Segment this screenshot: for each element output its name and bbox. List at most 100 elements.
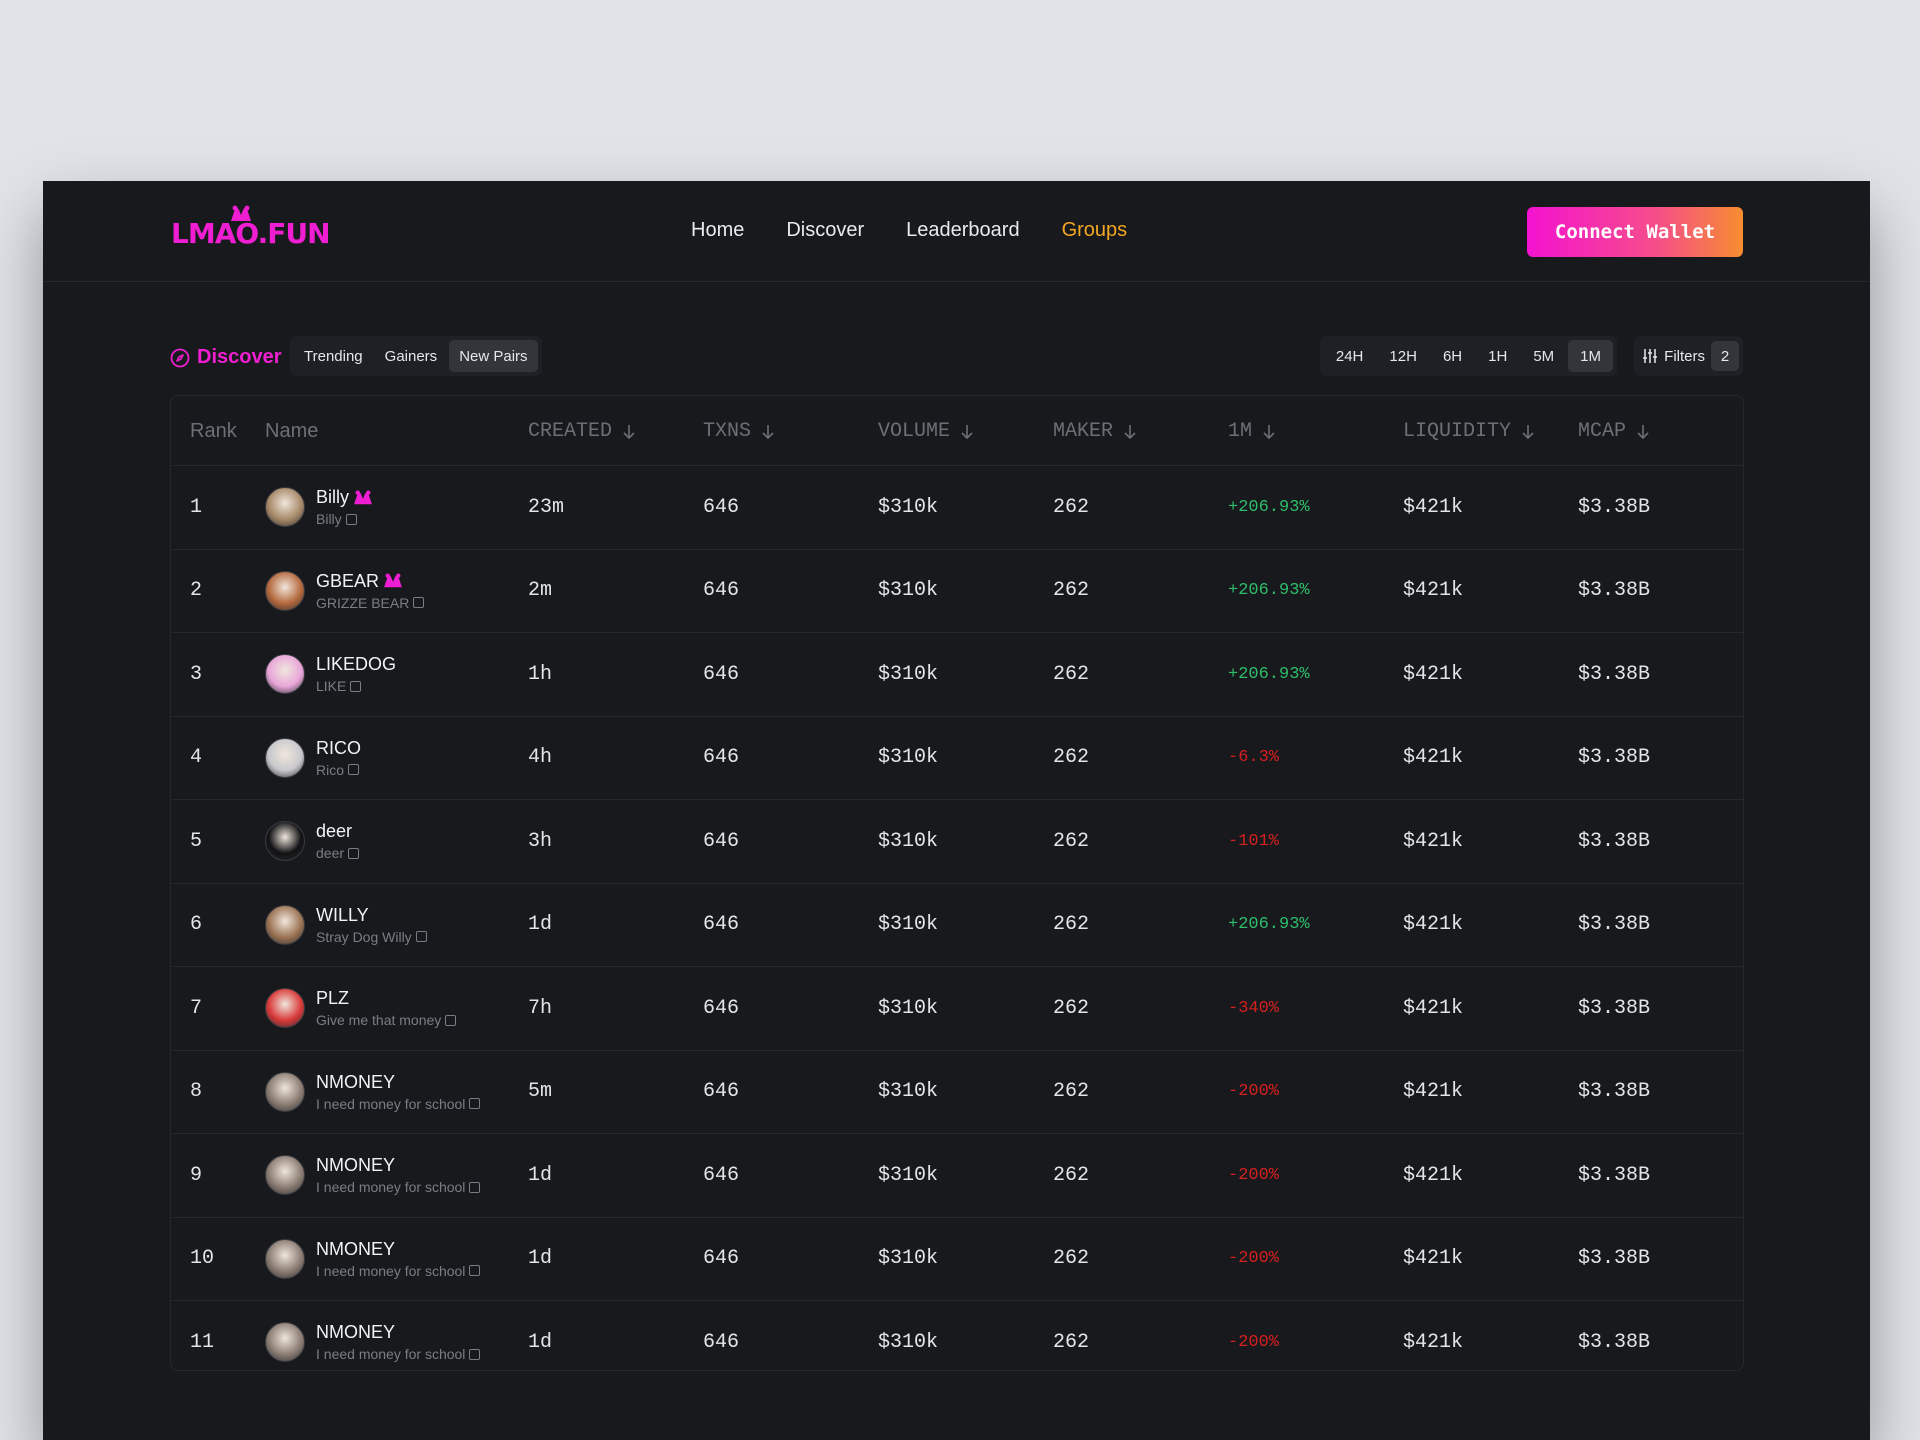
timeframe-12h[interactable]: 12H: [1389, 347, 1417, 365]
copy-icon[interactable]: [413, 597, 425, 609]
token-fullname: deer: [316, 845, 360, 861]
txns-cell: 646: [703, 913, 740, 937]
maker-cell: 262: [1053, 662, 1090, 686]
liquidity-cell: $421k: [1403, 1080, 1464, 1104]
table-row[interactable]: 7 PLZ Give me that money 7h 646 $310k 262 -340%…: [171, 967, 1743, 1051]
column-header-maker[interactable]: MAKER: [1053, 420, 1137, 443]
filters-button[interactable]: Filters 2: [1634, 336, 1743, 376]
rank-cell: 8: [190, 1080, 203, 1104]
column-header-1m[interactable]: 1M: [1228, 420, 1276, 443]
table-row[interactable]: 10 NMONEY I need money for school 1d 646 $310…: [171, 1218, 1743, 1301]
token-name-cell[interactable]: PLZ Give me that money: [265, 967, 457, 1050]
column-header-txns[interactable]: TXNS: [703, 420, 775, 443]
sort-arrow-icon: [762, 424, 774, 439]
nav-discover[interactable]: Discover: [786, 219, 865, 241]
timeframe-5m[interactable]: 5M: [1533, 347, 1555, 365]
copy-icon[interactable]: [469, 1265, 481, 1277]
token-avatar: [265, 904, 305, 945]
table-row[interactable]: 6 WILLY Stray Dog Willy 1d 646 $310k 262 +206.9…: [171, 884, 1743, 967]
token-symbol: LIKEDOG: [316, 654, 396, 675]
token-name-cell[interactable]: GBEAR GRIZZE BEAR: [265, 550, 425, 633]
copy-icon[interactable]: [445, 1014, 457, 1026]
copy-icon[interactable]: [469, 1181, 481, 1193]
token-names: Billy Billy: [316, 487, 374, 527]
copy-icon[interactable]: [469, 1098, 481, 1110]
token-names: NMONEY I need money for school: [316, 1239, 481, 1279]
copy-icon[interactable]: [415, 931, 427, 943]
txns-cell: 646: [703, 1247, 740, 1271]
copy-icon[interactable]: [345, 513, 357, 525]
timeframe-24h[interactable]: 24H: [1335, 347, 1364, 365]
copy-icon[interactable]: [348, 847, 360, 859]
token-symbol-text: PLZ: [316, 988, 350, 1009]
copy-icon[interactable]: [469, 1348, 481, 1360]
table-row[interactable]: 8 NMONEY I need money for school 5m 646 $310k…: [171, 1051, 1743, 1134]
volume-cell: $310k: [878, 913, 939, 937]
column-header-liquidity[interactable]: LIQUIDITY: [1403, 420, 1535, 443]
token-fullname-text: Billy: [316, 511, 342, 528]
token-name-cell[interactable]: deer deer: [265, 800, 360, 883]
table-row[interactable]: 4 RICO Rico 4h 646 $310k 262 -6.3% $421k $3.38B: [171, 717, 1743, 800]
tab-new-pairs[interactable]: New Pairs: [449, 340, 538, 372]
token-name-cell[interactable]: NMONEY I need money for school: [265, 1134, 481, 1217]
created-cell: 3h: [528, 829, 553, 853]
table-row[interactable]: 11 NMONEY I need money for school 1d 646 $310…: [171, 1301, 1743, 1370]
mcap-cell: $3.38B: [1578, 996, 1651, 1020]
change-cell: -6.3%: [1228, 748, 1280, 768]
nav-home[interactable]: Home: [691, 219, 745, 241]
logo-text: LMAO.FUN: [171, 217, 330, 250]
created-cell: 7h: [528, 996, 553, 1020]
change-cell: +206.93%: [1228, 664, 1310, 684]
table-row[interactable]: 1 Billy Billy 23m 646 $310k 262 +206.93% $421k $3…: [171, 466, 1743, 550]
table-row[interactable]: 2 GBEAR GRIZZE BEAR 2m 646 $310k 262 +206.93% $4…: [171, 550, 1743, 633]
token-fullname: I need money for school: [316, 1346, 481, 1362]
token-names: GBEAR GRIZZE BEAR: [316, 571, 425, 611]
token-symbol-text: LIKEDOG: [316, 654, 397, 675]
token-avatar: [265, 1322, 305, 1363]
token-name-cell[interactable]: WILLY Stray Dog Willy: [265, 884, 427, 967]
jester-hat-icon: [231, 205, 251, 221]
token-symbol: GBEAR: [316, 571, 424, 592]
discover-heading: Discover: [170, 346, 282, 369]
timeframe-1h[interactable]: 1H: [1488, 347, 1508, 365]
connect-wallet-button[interactable]: Connect Wallet: [1527, 207, 1743, 257]
nav-groups[interactable]: Groups: [1061, 219, 1128, 241]
column-header-created[interactable]: CREATED: [528, 420, 636, 443]
timeframe-1m[interactable]: 1M: [1568, 340, 1613, 372]
sliders-icon: [1643, 349, 1658, 363]
token-name-cell[interactable]: Billy Billy: [265, 466, 374, 549]
change-cell: +206.93%: [1228, 581, 1310, 601]
column-header-volume[interactable]: VOLUME: [878, 420, 974, 443]
token-avatar: [265, 821, 305, 862]
tab-gainers[interactable]: Gainers: [384, 347, 438, 365]
txns-cell: 646: [703, 662, 740, 686]
column-header-label: VOLUME: [878, 420, 951, 443]
liquidity-cell: $421k: [1403, 495, 1464, 519]
token-name-cell[interactable]: RICO Rico: [265, 717, 361, 800]
copy-icon[interactable]: [348, 764, 360, 776]
tab-trending[interactable]: Trending: [304, 347, 363, 365]
table-row[interactable]: 5 deer deer 3h 646 $310k 262 -101% $421k $3.38B: [171, 800, 1743, 884]
rank-cell: 6: [190, 913, 203, 937]
sort-arrow-icon: [1522, 424, 1534, 439]
timeframe-6h[interactable]: 6H: [1442, 347, 1463, 365]
change-cell: -101%: [1228, 831, 1280, 851]
token-names: RICO Rico: [316, 738, 361, 778]
nav-leaderboard[interactable]: Leaderboard: [906, 219, 1020, 241]
token-name-cell[interactable]: NMONEY I need money for school: [265, 1218, 481, 1301]
column-header-label: Rank: [190, 420, 237, 442]
tokens-table: Rank Name CREATED TXNS VOLUME MAKER 1M LIQUIDIT…: [170, 395, 1744, 1371]
token-name-cell[interactable]: NMONEY I need money for school: [265, 1301, 481, 1370]
table-row[interactable]: 3 LIKEDOG LIKE 1h 646 $310k 262 +206.93% $421k $3…: [171, 633, 1743, 717]
token-avatar: [265, 1155, 305, 1196]
table-row[interactable]: 9 NMONEY I need money for school 1d 646 $310k…: [171, 1134, 1743, 1218]
token-fullname-text: Give me that money: [316, 1012, 442, 1029]
column-header-mcap[interactable]: MCAP: [1578, 420, 1650, 443]
created-cell: 4h: [528, 746, 553, 770]
token-name-cell[interactable]: LIKEDOG LIKE: [265, 633, 396, 716]
copy-icon[interactable]: [350, 680, 362, 692]
logo[interactable]: LMAO.FUN: [171, 205, 330, 250]
txns-cell: 646: [703, 579, 740, 603]
sort-arrow-icon: [623, 424, 635, 439]
token-name-cell[interactable]: NMONEY I need money for school: [265, 1051, 481, 1134]
